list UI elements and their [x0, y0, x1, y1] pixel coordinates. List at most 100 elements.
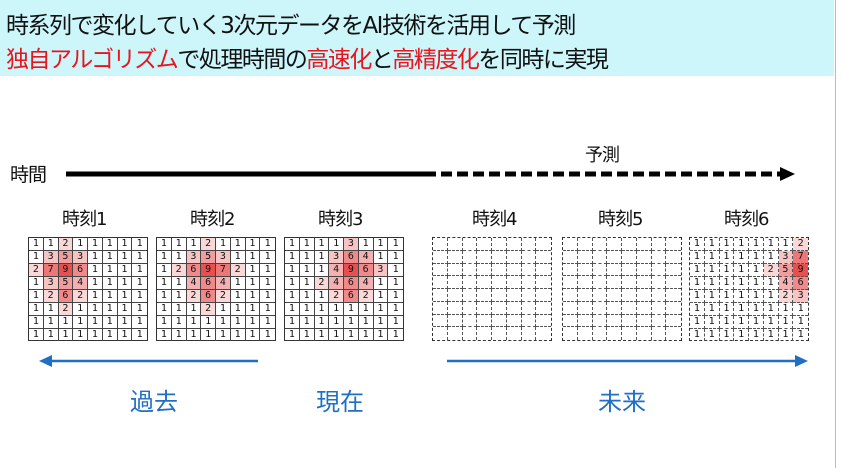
grid-cell: 3	[344, 238, 359, 251]
grid-cell: 1	[245, 277, 261, 290]
grid-cell	[462, 314, 478, 328]
grid-cell: 2	[171, 264, 187, 277]
grid-cell: 1	[299, 238, 315, 251]
grid-cell	[622, 238, 637, 251]
grid-cell	[522, 327, 537, 340]
grid-cell: 1	[329, 329, 344, 341]
grid-cell: 1	[734, 264, 749, 277]
grid-cell	[462, 301, 478, 315]
grid-cell: 1	[29, 290, 44, 303]
grid-cell	[577, 289, 593, 302]
grid-cell	[447, 289, 463, 302]
grid-cell: 1	[734, 238, 749, 251]
grid-cell: 1	[299, 251, 315, 264]
grid-cell	[521, 301, 537, 315]
grid-cell: 1	[245, 251, 261, 264]
grid-cell: 1	[171, 251, 187, 264]
grid-cell: 1	[157, 303, 172, 316]
grid-cell: 3	[373, 264, 389, 277]
grid-cell	[592, 314, 608, 328]
grid-cell	[477, 263, 492, 277]
grid-cell: 1	[117, 290, 133, 303]
grid-cell	[492, 238, 507, 251]
grid-cell	[607, 263, 622, 277]
grid-cell	[492, 289, 507, 302]
grid-cell: 1	[285, 303, 300, 316]
grid-cell	[622, 314, 637, 328]
grid-cell: 1	[136, 329, 143, 340]
grid-cell: 1	[230, 303, 246, 316]
grid-cell	[462, 289, 478, 302]
grid-cell: 1	[231, 329, 246, 341]
grid-cell: 1	[88, 277, 103, 290]
grid-cell	[636, 276, 652, 289]
grid-cell: 1	[102, 290, 118, 303]
grid-cell: 1	[374, 329, 389, 341]
grid-cell	[433, 250, 448, 264]
grid-cell	[666, 315, 681, 328]
grid-cell: 1	[102, 316, 118, 329]
grid-cell: 1	[734, 303, 749, 316]
grid-cell: 3	[793, 290, 808, 303]
grid-cell: 1	[299, 290, 315, 303]
grid-cell	[492, 327, 507, 340]
grid-cell: 1	[132, 277, 147, 290]
grid-cell: 3	[73, 251, 88, 264]
grid-cell	[577, 314, 593, 328]
grid-cell	[477, 276, 492, 289]
grid-cell	[433, 238, 448, 251]
grid-cell: 1	[704, 251, 720, 264]
grid-cell: 1	[793, 316, 808, 329]
left-arrowhead-icon	[39, 355, 52, 367]
grid-cell: 1	[29, 303, 44, 316]
grid-cell: 3	[43, 251, 59, 264]
grid-cell: 1	[157, 290, 172, 303]
grid-cell: 1	[245, 303, 261, 316]
grid-cell: 1	[763, 238, 779, 251]
grid-cell: 1	[285, 290, 300, 303]
grid-cell: 7	[43, 264, 59, 277]
grid-cell: 1	[749, 264, 764, 277]
grid-cell: 1	[719, 316, 735, 329]
grid-cell	[666, 327, 681, 340]
grid-cell: 1	[157, 277, 172, 290]
future-label: 未来	[598, 388, 646, 416]
grid-cell	[536, 251, 551, 264]
grid-cell	[651, 263, 667, 277]
grid-cell: 1	[260, 238, 275, 251]
grid-cell	[433, 289, 448, 302]
grid-cell	[477, 250, 492, 264]
grid-cell: 1	[43, 316, 59, 329]
grid-cell	[506, 301, 522, 315]
grid-cell	[492, 276, 507, 289]
grid-cell	[521, 263, 537, 277]
grid-cell	[592, 289, 608, 302]
grid-cell: 1	[797, 329, 804, 340]
grid-cell: 5	[778, 264, 794, 277]
grid-cell: 1	[230, 238, 246, 251]
grid-cell: 1	[186, 238, 202, 251]
grid-cell: 4	[358, 277, 374, 290]
period-arrows	[39, 355, 808, 367]
grid-cell: 1	[373, 303, 389, 316]
grid-cell: 1	[171, 303, 187, 316]
arrowhead-icon	[780, 167, 795, 181]
grid-cell: 1	[88, 303, 103, 316]
grid-cell	[607, 238, 622, 251]
grid-cell	[506, 250, 522, 264]
grid-cell: 1	[690, 264, 705, 277]
grid-cell: 4	[329, 264, 344, 277]
grid-cell	[521, 289, 537, 302]
grid-cell	[563, 327, 578, 340]
grid-cell: 1	[118, 329, 133, 341]
grid-cell: 1	[690, 251, 705, 264]
grid-cell	[622, 301, 637, 315]
grid-cell: 1	[734, 329, 749, 341]
grid-cell	[477, 301, 492, 315]
grid-cell: 1	[749, 290, 764, 303]
grid-cell: 1	[704, 316, 720, 329]
grid-cell: 1	[388, 290, 403, 303]
grid-cell: 4	[216, 277, 231, 290]
grid-cell	[563, 238, 578, 251]
grid-cell: 1	[359, 329, 374, 341]
